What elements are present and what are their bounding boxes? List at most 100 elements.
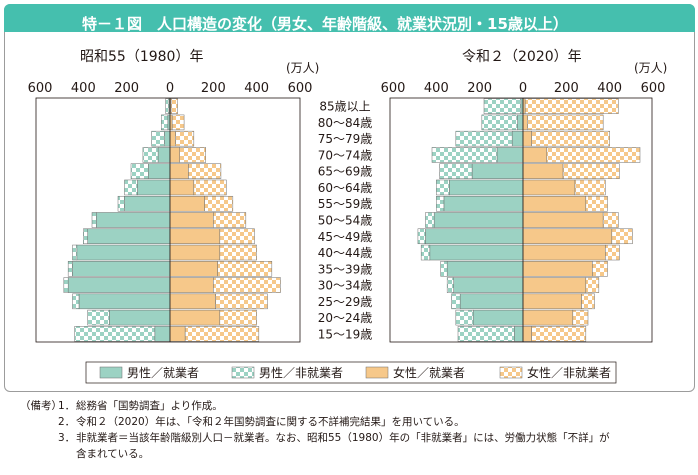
bar-female-nonemployed: [531, 326, 587, 342]
bar-female-nonemployed: [581, 293, 595, 310]
bar-female-nonemployed: [217, 261, 273, 277]
left-bars: [63, 98, 281, 342]
bar-male-employed: [443, 195, 524, 212]
bar-female-nonemployed: [219, 244, 257, 261]
bar-female-nonemployed: [204, 195, 234, 212]
legend-label: 女性／非就業者: [527, 365, 611, 380]
legend: 男性／就業者 男性／非就業者 女性／就業者 女性／非就業者: [85, 361, 617, 384]
bar-male-nonemployed: [74, 326, 156, 342]
right-x-ticks: 600 400 200 0 200 400 600: [381, 81, 666, 96]
bar-female-nonemployed: [585, 195, 608, 212]
x-tick-label: 600: [28, 81, 53, 96]
bar-male-nonemployed: [420, 244, 431, 261]
bar-female-employed: [169, 163, 189, 179]
legend-box: [85, 361, 617, 384]
bar-female-nonemployed: [193, 179, 227, 196]
bar-female-employed: [169, 195, 205, 212]
bar-female-employed: [169, 326, 186, 342]
bar-female-nonemployed: [524, 98, 619, 114]
notes: （備考）1．総務省「国勢調査」より作成。 2．令和２（2020）年は、「令和２年…: [20, 398, 610, 462]
bar-female-employed: [169, 244, 221, 261]
left-chart-title: 昭和55（1980）年: [80, 49, 204, 65]
x-tick-label: 200: [201, 81, 226, 96]
bar-male-nonemployed: [483, 98, 522, 114]
age-label: 20～24歳: [318, 311, 373, 325]
bar-male-employed: [472, 309, 524, 326]
bar-female-employed: [522, 114, 528, 131]
bar-female-employed: [522, 130, 532, 147]
bar-male-nonemployed: [124, 179, 138, 196]
bar-female-nonemployed: [175, 130, 195, 147]
bar-male-nonemployed: [117, 195, 125, 212]
bar-female-employed: [522, 195, 587, 212]
age-labels: 85歳以上 80～84歳 75～79歳 70～74歳 65～69歳 60～64歳 55～59…: [318, 100, 373, 342]
bar-female-employed: [169, 130, 176, 147]
bar-female-nonemployed: [179, 147, 206, 163]
age-label: 60～64歳: [318, 181, 373, 195]
bar-female-nonemployed: [605, 244, 620, 261]
left-x-ticks: 600 400 200 0 200 400 600: [28, 81, 313, 96]
bar-female-employed: [522, 244, 606, 261]
bar-male-nonemployed: [161, 114, 169, 131]
x-tick-label: 200: [554, 81, 579, 96]
bar-male-nonemployed: [436, 195, 445, 212]
bar-female-employed: [169, 261, 218, 277]
bar-female-nonemployed: [562, 163, 620, 179]
age-label: 25～29歳: [318, 295, 373, 309]
legend-swatch: [99, 366, 123, 379]
note-text-3: 非就業者＝当該年齢階級別人口－就業者。なお、昭和55（1980）年の「非就業者」…: [76, 432, 610, 444]
bar-female-employed: [522, 179, 576, 196]
bar-female-employed: [169, 309, 221, 326]
bar-female-employed: [522, 147, 548, 163]
bar-female-employed: [169, 228, 221, 245]
bar-male-nonemployed: [455, 130, 513, 147]
bar-male-employed: [164, 130, 171, 147]
bar-female-nonemployed: [574, 179, 606, 196]
bar-female-nonemployed: [219, 228, 255, 245]
bar-male-nonemployed: [130, 163, 149, 179]
bar-male-employed: [78, 293, 171, 310]
left-unit-label: (万人): [286, 61, 320, 75]
age-label: 50～54歳: [318, 214, 373, 228]
bar-female-nonemployed: [213, 212, 247, 228]
bar-male-nonemployed: [142, 147, 159, 163]
note-number-1: 1．: [58, 400, 76, 412]
note-number-3: 3．: [58, 432, 76, 444]
bar-male-nonemployed: [431, 147, 498, 163]
legend-label: 男性／非就業者: [259, 366, 343, 380]
x-tick-label: 600: [381, 81, 406, 96]
bar-male-nonemployed: [439, 163, 473, 179]
bar-male-nonemployed: [425, 212, 435, 228]
bar-male-employed: [459, 293, 524, 310]
age-label: 15～19歳: [318, 327, 373, 341]
x-tick-label: 200: [467, 81, 492, 96]
bar-male-nonemployed: [91, 212, 97, 228]
bar-female-nonemployed: [219, 309, 257, 326]
bar-male-employed: [514, 326, 524, 342]
bar-male-employed: [471, 163, 524, 179]
bar-female-employed: [169, 179, 195, 196]
bar-male-employed: [148, 163, 171, 179]
bar-female-employed: [169, 293, 216, 310]
bar-male-nonemployed: [481, 114, 518, 131]
age-label: 70～74歳: [318, 148, 373, 162]
bar-male-nonemployed: [446, 277, 454, 293]
x-tick-label: 200: [114, 81, 139, 96]
bar-female-employed: [522, 309, 574, 326]
right-chart-title: 令和２（2020）年: [462, 49, 582, 65]
age-label: 75～79歳: [318, 132, 373, 146]
bar-male-employed: [433, 212, 524, 228]
x-tick-label: 400: [597, 81, 622, 96]
bar-male-nonemployed: [72, 244, 78, 261]
bar-female-employed: [169, 147, 180, 163]
legend-swatch: [365, 366, 389, 379]
bar-male-employed: [429, 244, 524, 261]
bar-male-employed: [96, 212, 171, 228]
bar-male-nonemployed: [72, 293, 80, 310]
bar-male-nonemployed: [451, 293, 461, 310]
bar-female-employed: [522, 163, 564, 179]
age-label: 65～69歳: [318, 165, 373, 179]
bar-male-employed: [137, 179, 171, 196]
bar-female-nonemployed: [546, 147, 641, 163]
right-bars: [417, 98, 641, 342]
